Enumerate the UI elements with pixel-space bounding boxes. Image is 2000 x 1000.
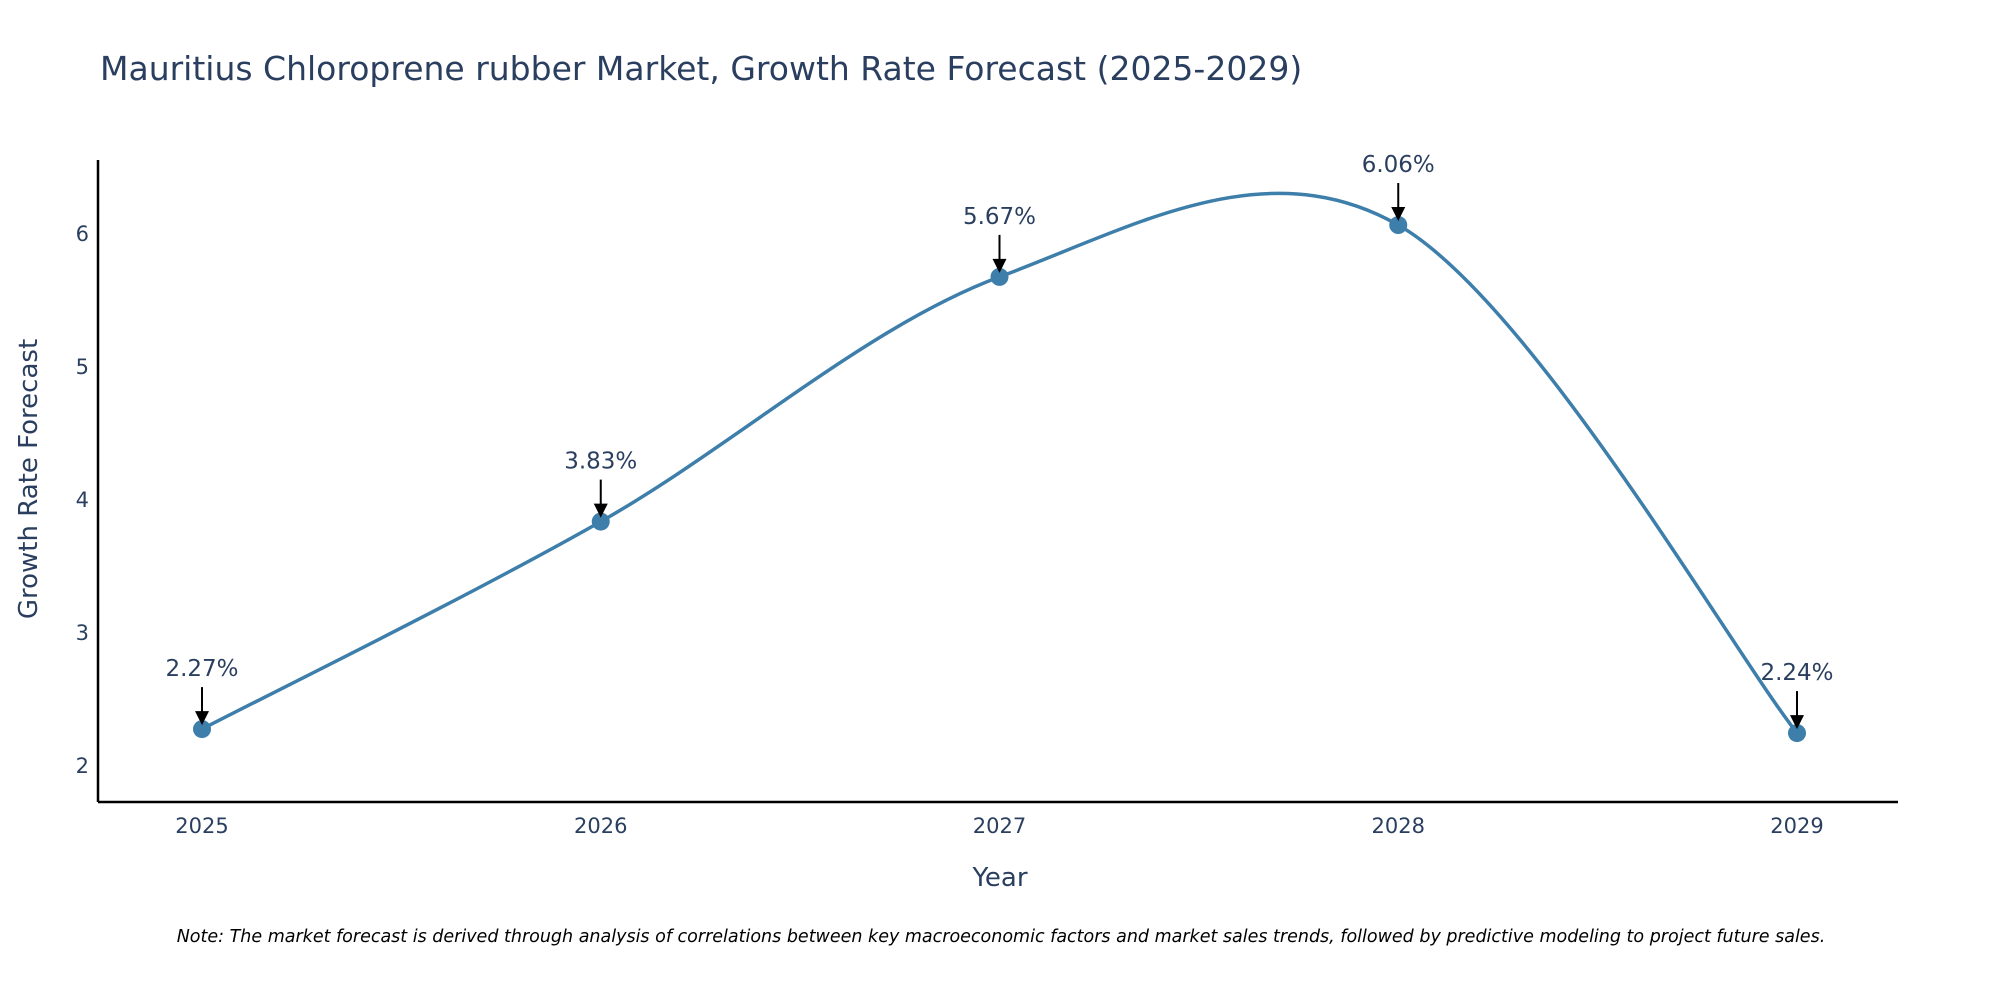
x-tick-label: 2025 (175, 814, 228, 838)
data-point (1788, 724, 1806, 743)
y-axis-title: Growth Rate Forecast (14, 339, 44, 619)
series-line (201, 191, 1799, 735)
data-label: 2.27% (165, 656, 238, 682)
data-point (990, 267, 1009, 286)
data-point (1389, 216, 1408, 235)
x-tick-label: 2026 (574, 814, 627, 838)
y-tick-label: 5 (76, 355, 89, 379)
y-tick-label: 6 (76, 222, 89, 246)
x-tick-label: 2027 (973, 814, 1026, 838)
data-label: 2.24% (1760, 660, 1833, 686)
y-tick-label: 3 (76, 621, 89, 645)
chart-title: Mauritius Chloroprene rubber Market, Gro… (100, 49, 1302, 88)
annotation-arrowhead (1391, 207, 1406, 222)
x-tick-label: 2028 (1372, 814, 1425, 838)
data-label: 3.83% (564, 449, 637, 475)
plot-area: 2 3 4 5 6 2025 2026 2027 2028 2029 2.27% 3.83% 5.67%… (76, 152, 1898, 838)
x-tick-label: 2029 (1770, 814, 1823, 838)
y-tick-label: 2 (76, 754, 89, 778)
y-tick-label: 4 (76, 488, 89, 512)
annotation-arrowhead (992, 258, 1007, 273)
data-label: 6.06% (1362, 152, 1435, 178)
data-point (591, 512, 610, 531)
annotation-arrowhead (195, 711, 209, 726)
data-label: 5.67% (963, 204, 1036, 230)
footnote: Note: The market forecast is derived thr… (177, 927, 1826, 947)
annotation-arrowhead (593, 503, 608, 518)
annotation-arrowhead (1790, 715, 1804, 730)
x-axis-title: Year (971, 863, 1027, 893)
data-point (193, 720, 211, 739)
